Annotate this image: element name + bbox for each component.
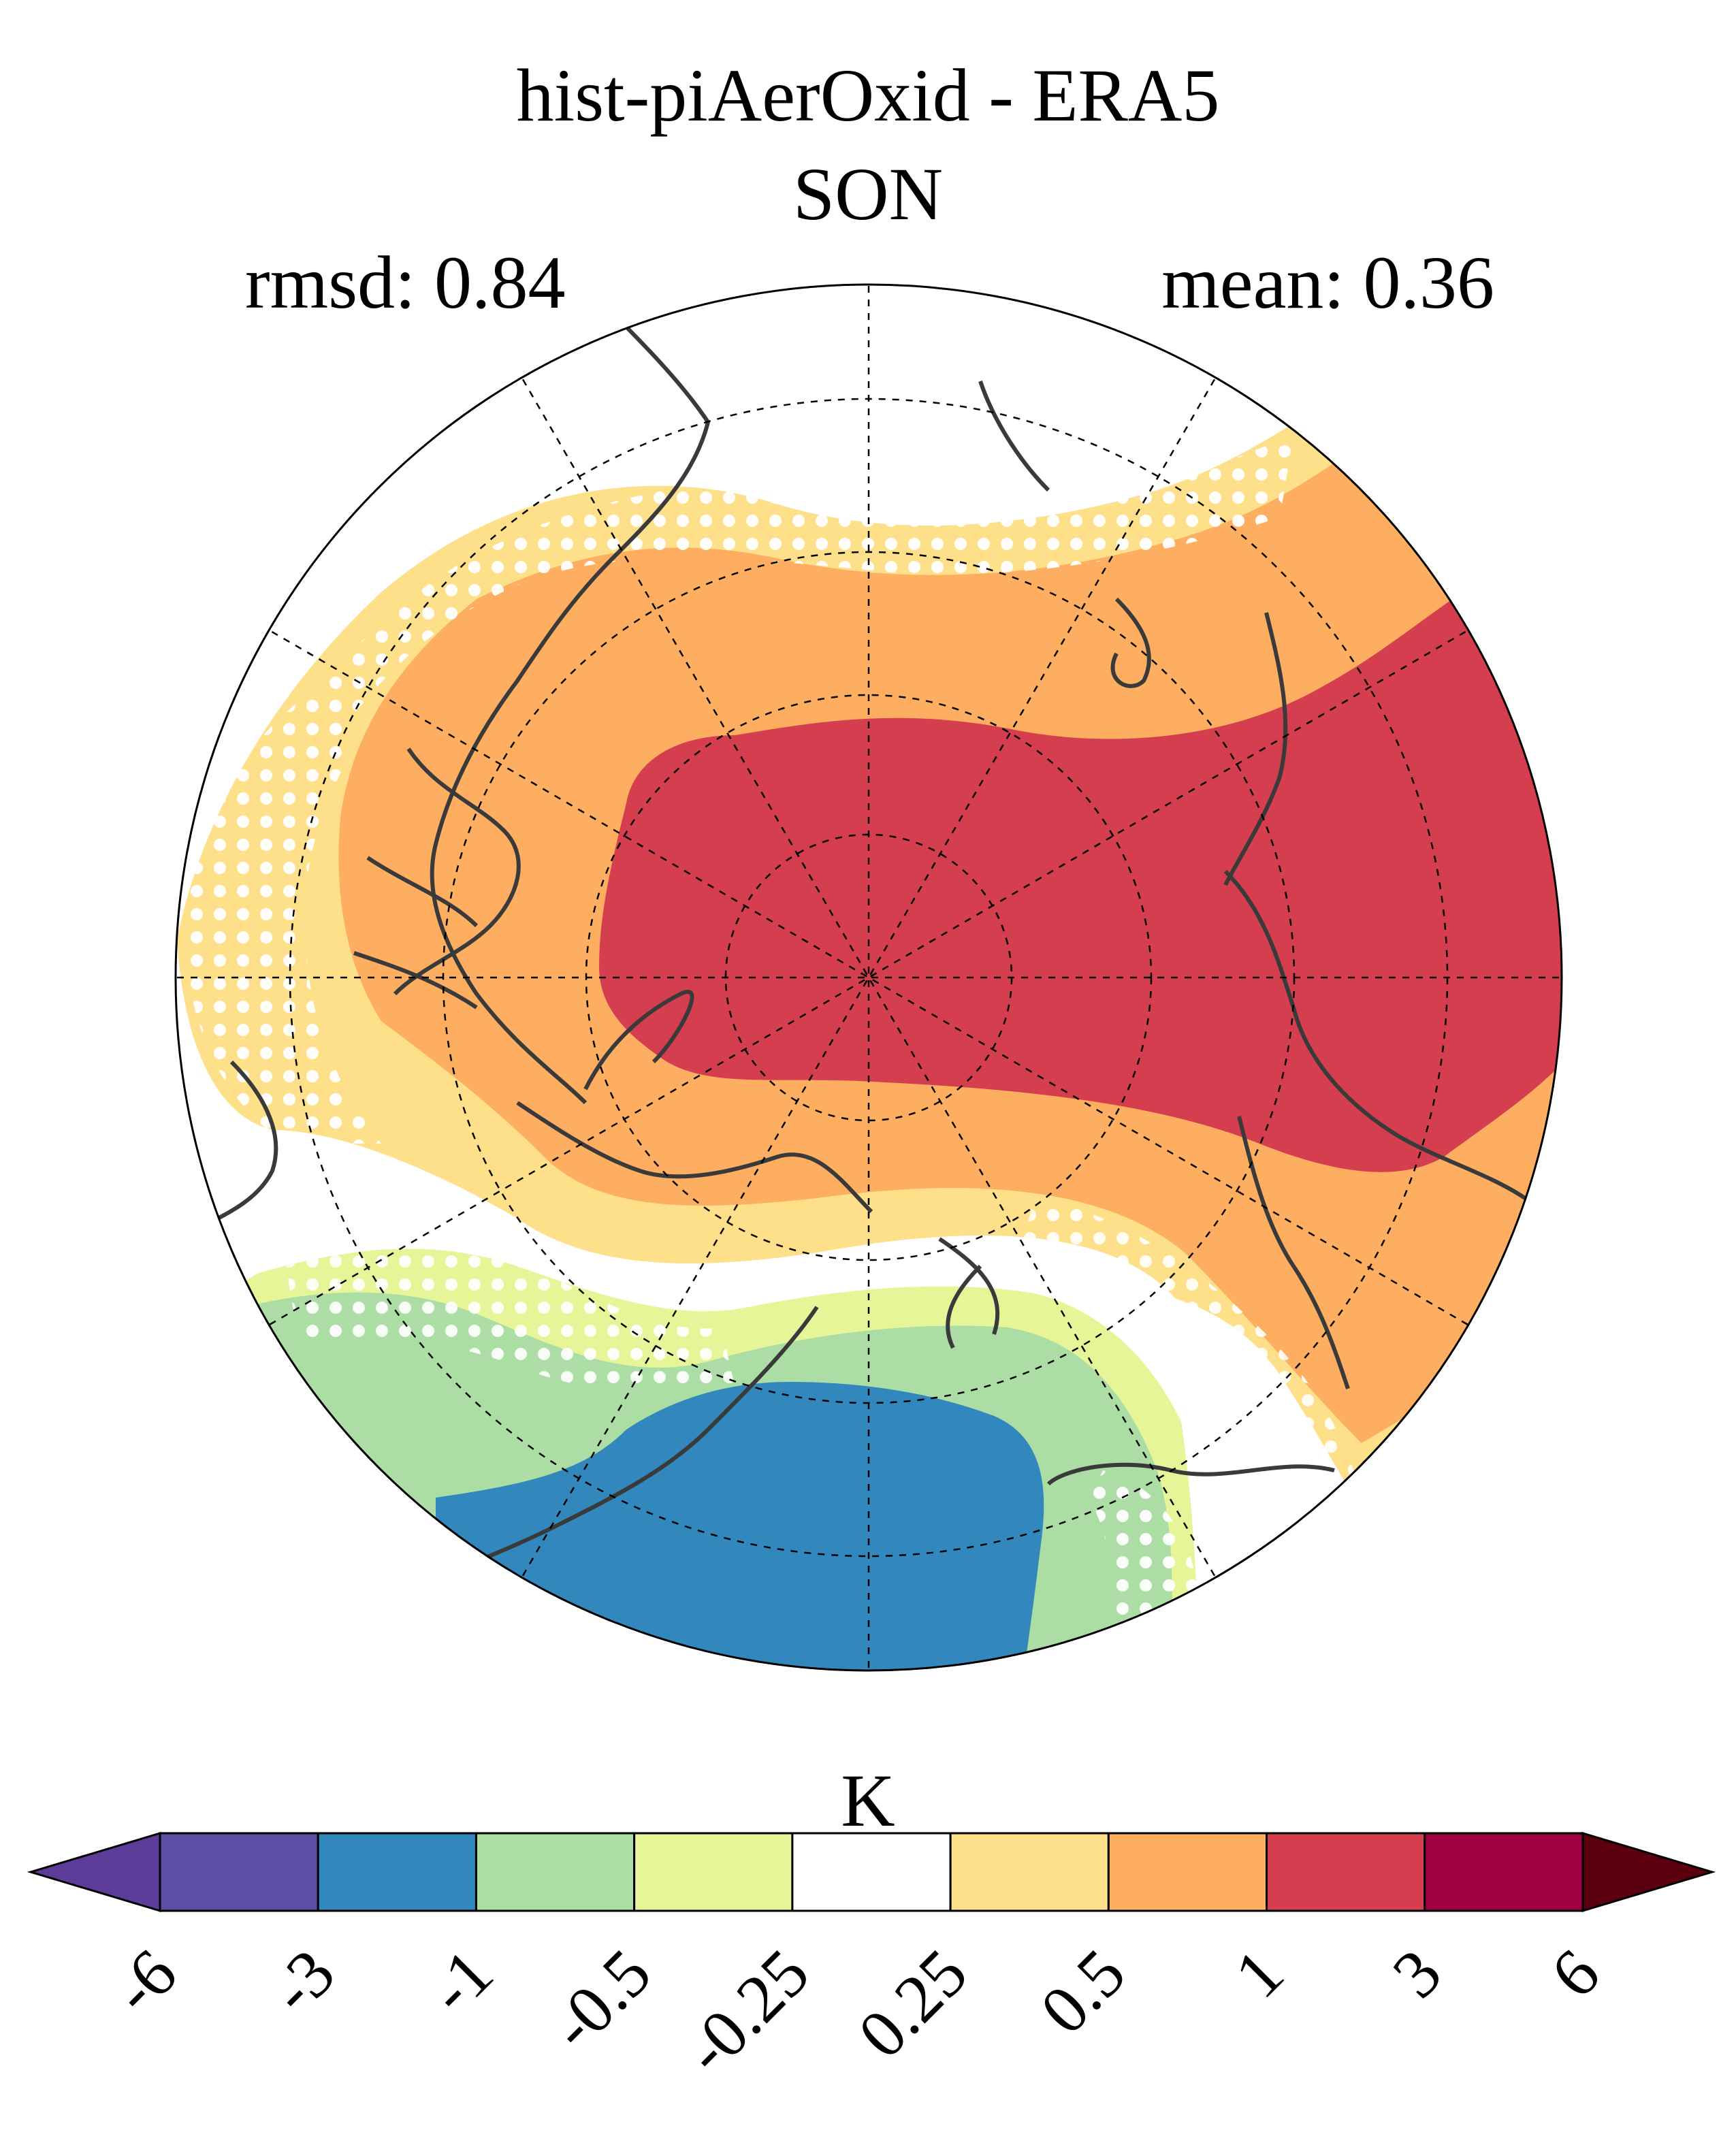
colorbar-units: K	[841, 1759, 895, 1842]
stippling-south-east	[1021, 1198, 1362, 1511]
colorbar-tick-label: 1	[1220, 1935, 1298, 2012]
map-title: hist-piAerOxid - ERA5	[516, 54, 1220, 137]
stippling-west	[184, 681, 381, 1144]
colorbar-extend-high	[1581, 1831, 1716, 1913]
colorbar-box	[159, 1832, 319, 1912]
colorbar-box	[791, 1832, 952, 1912]
colorbar-box	[1107, 1832, 1268, 1912]
colorbar-tick-labels: -6 -3 -1 -0.5 -0.25 0.25 0.5 1 3 6	[97, 1935, 1613, 2088]
colorbar-tick-label: 3	[1378, 1935, 1456, 2012]
rmsd-label: rmsd: 0.84	[245, 241, 566, 324]
colorbar-boxes	[27, 1831, 1716, 1913]
colorbar-box	[317, 1832, 477, 1912]
region-red	[599, 572, 1562, 1172]
stippling-north	[327, 436, 1293, 749]
season-label: SON	[792, 152, 944, 236]
colorbar-tick-label: -6	[97, 1935, 191, 2028]
colorbar-extend-low	[27, 1831, 161, 1913]
colorbar-box	[633, 1832, 794, 1912]
colorbar-tick-label: 0.5	[1026, 1935, 1140, 2048]
polar-map	[174, 283, 1563, 1672]
map-border	[174, 283, 1563, 1672]
colorbar-box	[949, 1832, 1110, 1912]
colorbar-tick-label: -0.5	[536, 1935, 665, 2064]
graticule	[176, 285, 1562, 1671]
stippling-east	[1089, 1470, 1198, 1620]
colorbar-tick-label: 0.25	[843, 1935, 981, 2072]
mean-label: mean: 0.36	[1161, 241, 1494, 324]
colorbar-box	[1424, 1832, 1584, 1912]
colorbar-tick-label: -1	[414, 1935, 507, 2028]
coastlines	[203, 297, 1526, 1581]
colorbar-tick-label: -0.25	[670, 1935, 824, 2088]
colorbar-tick-label: -3	[255, 1935, 349, 2028]
stippling-south-west	[286, 1249, 735, 1394]
colorbar-box	[475, 1832, 636, 1912]
colorbar-box	[1266, 1832, 1426, 1912]
colorbar-tick-label: 6	[1537, 1935, 1614, 2012]
